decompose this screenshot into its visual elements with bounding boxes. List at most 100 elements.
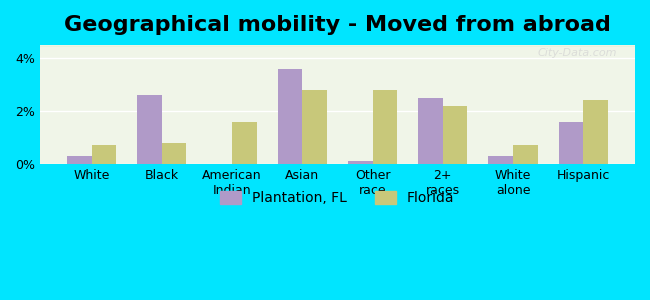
Bar — [40, 46, 635, 47]
Bar — [372, 90, 397, 164]
Bar — [40, 46, 635, 47]
Bar — [40, 46, 635, 47]
Bar — [513, 146, 538, 164]
Bar — [40, 46, 635, 47]
Bar — [40, 46, 635, 47]
Bar — [40, 45, 635, 46]
Bar — [40, 45, 635, 46]
Bar — [40, 46, 635, 47]
Bar — [40, 46, 635, 47]
Bar — [302, 90, 327, 164]
Bar — [40, 46, 635, 47]
Bar — [40, 46, 635, 47]
Bar — [92, 146, 116, 164]
Bar — [40, 46, 635, 47]
Bar — [40, 46, 635, 47]
Bar — [40, 46, 635, 47]
Bar — [418, 98, 443, 164]
Bar — [40, 46, 635, 47]
Bar — [40, 46, 635, 47]
Legend: Plantation, FL, Florida: Plantation, FL, Florida — [215, 185, 460, 211]
Bar — [40, 45, 635, 46]
Bar — [40, 46, 635, 47]
Bar — [40, 45, 635, 46]
Bar — [40, 46, 635, 47]
Bar — [40, 45, 635, 46]
Bar — [559, 122, 583, 164]
Bar — [40, 45, 635, 46]
Bar — [40, 46, 635, 47]
Bar — [40, 45, 635, 46]
Bar — [40, 45, 635, 46]
Bar — [40, 45, 635, 46]
Bar — [40, 46, 635, 47]
Bar — [40, 45, 635, 46]
Bar — [40, 45, 635, 46]
Bar — [40, 46, 635, 47]
Bar — [40, 46, 635, 47]
Bar — [40, 45, 635, 46]
Bar — [40, 45, 635, 46]
Bar — [40, 45, 635, 46]
Bar — [40, 45, 635, 46]
Bar — [40, 46, 635, 47]
Bar — [40, 45, 635, 46]
Bar — [162, 143, 187, 164]
Bar — [40, 46, 635, 47]
Text: City-Data.com: City-Data.com — [538, 49, 617, 58]
Bar — [40, 46, 635, 47]
Bar — [40, 46, 635, 47]
Bar — [40, 46, 635, 47]
Bar — [40, 45, 635, 46]
Bar — [40, 45, 635, 46]
Bar — [40, 46, 635, 47]
Bar — [40, 46, 635, 47]
Bar — [40, 45, 635, 46]
Bar — [40, 45, 635, 46]
Bar — [40, 46, 635, 47]
Bar — [40, 45, 635, 46]
Bar — [40, 45, 635, 46]
Bar — [40, 45, 635, 46]
Bar — [40, 46, 635, 47]
Bar — [40, 46, 635, 47]
Bar — [443, 106, 467, 164]
Bar — [40, 46, 635, 47]
Bar — [40, 45, 635, 46]
Bar — [137, 95, 162, 164]
Bar — [40, 45, 635, 46]
Bar — [40, 45, 635, 46]
Bar — [40, 45, 635, 46]
Bar — [348, 161, 372, 164]
Bar — [40, 46, 635, 47]
Bar — [40, 46, 635, 47]
Bar — [40, 46, 635, 47]
Bar — [40, 45, 635, 46]
Bar — [40, 45, 635, 46]
Bar — [40, 46, 635, 47]
Bar — [40, 46, 635, 47]
Bar — [40, 46, 635, 47]
Bar — [40, 46, 635, 47]
Bar — [40, 45, 635, 46]
Bar — [40, 45, 635, 46]
Bar — [583, 100, 608, 164]
Bar — [40, 45, 635, 46]
Bar — [40, 45, 635, 46]
Bar — [40, 45, 635, 46]
Bar — [40, 45, 635, 46]
Bar — [40, 45, 635, 46]
Bar — [278, 69, 302, 164]
Bar — [40, 46, 635, 47]
Bar — [40, 46, 635, 47]
Bar — [40, 45, 635, 46]
Bar — [40, 46, 635, 47]
Bar — [489, 156, 513, 164]
Title: Geographical mobility - Moved from abroad: Geographical mobility - Moved from abroa… — [64, 15, 611, 35]
Bar — [40, 45, 635, 46]
Bar — [40, 45, 635, 46]
Bar — [40, 45, 635, 46]
Bar — [40, 45, 635, 46]
Bar — [67, 156, 92, 164]
Bar — [40, 45, 635, 46]
